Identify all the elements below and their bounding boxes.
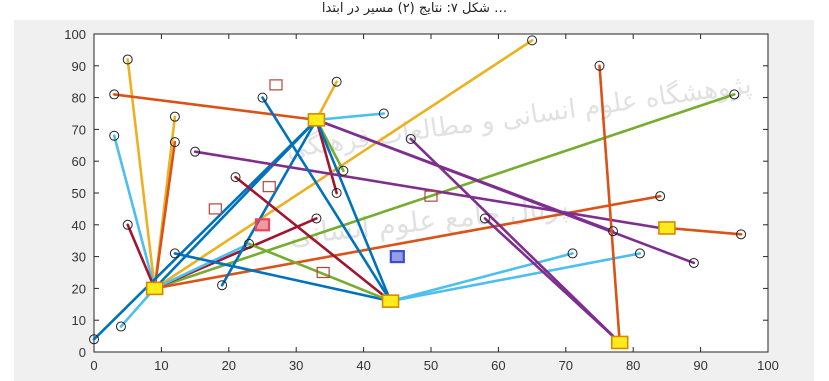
customer-point-10 <box>190 146 201 157</box>
customer-point-4 <box>109 89 120 100</box>
route-line-27 <box>389 252 574 303</box>
customer-point-6 <box>169 111 180 122</box>
y-tick-label-9: 80 <box>72 91 86 106</box>
route-line-5 <box>126 223 156 290</box>
y-tick-label-1: 0 <box>79 345 86 360</box>
route-line-2 <box>112 134 156 290</box>
customer-point-24 <box>594 60 605 71</box>
selected-site-1 <box>254 218 271 232</box>
x-tick-label-3: 20 <box>222 358 236 373</box>
x-tick-label-2: 10 <box>154 358 168 373</box>
customer-point-19 <box>378 108 389 119</box>
route-line-11 <box>153 242 251 290</box>
route-line-13 <box>112 93 318 122</box>
candidate-site-2 <box>208 203 222 215</box>
x-tick-label-11: 100 <box>757 358 779 373</box>
route-line-7 <box>153 39 534 290</box>
customer-point-2 <box>115 321 126 332</box>
route-line-9 <box>153 194 662 290</box>
y-tick-label-7: 60 <box>72 154 86 169</box>
candidate-site-4 <box>316 266 330 279</box>
route-line-31 <box>598 64 622 344</box>
route-line-16 <box>315 118 338 195</box>
y-tick-label-8: 70 <box>72 122 86 137</box>
customer-point-16 <box>331 76 342 87</box>
x-tick-label-7: 60 <box>491 358 505 373</box>
hub-4 <box>610 335 629 350</box>
customer-point-25 <box>607 226 618 237</box>
customer-point-11 <box>217 280 228 291</box>
route-line-26 <box>247 242 392 303</box>
figure-caption: … شکل ۷: نتایج (۲) مسیر در ابتدا <box>321 1 508 16</box>
hub-markers <box>145 113 676 350</box>
y-tick-label-11: 100 <box>64 27 86 42</box>
route-line-24 <box>234 175 392 303</box>
customer-point-1 <box>89 334 99 345</box>
x-axis: 0 10 20 30 40 50 60 70 80 90 100 <box>90 34 779 373</box>
hub-1 <box>145 281 164 296</box>
customer-point-27 <box>655 191 666 202</box>
customer-point-13 <box>244 238 255 249</box>
hub-2 <box>307 113 326 127</box>
customer-point-22 <box>527 35 538 46</box>
y-axis: 0 10 20 30 40 50 60 70 80 90 100 <box>64 27 768 360</box>
route-line-25 <box>173 252 392 303</box>
route-line-28 <box>389 252 642 303</box>
selected-markers <box>254 218 405 264</box>
route-line-22 <box>193 150 662 230</box>
route-line-4 <box>153 140 177 290</box>
hub-5 <box>658 221 676 235</box>
x-tick-label-5: 40 <box>356 358 370 373</box>
route-line-23 <box>261 96 392 303</box>
customer-point-21 <box>479 213 490 224</box>
y-tick-label-4: 30 <box>72 250 86 265</box>
customer-point-15 <box>311 213 322 224</box>
candidate-site-3 <box>262 181 276 193</box>
route-line-17 <box>315 112 386 122</box>
x-tick-label-6: 50 <box>424 358 438 373</box>
customer-point-28 <box>688 257 699 268</box>
route-line-29 <box>409 137 622 344</box>
customer-markers <box>89 35 747 345</box>
candidate-site-5 <box>424 190 438 202</box>
x-tick-label-1: 0 <box>90 358 97 373</box>
customer-point-26 <box>634 248 645 259</box>
customer-point-5 <box>109 130 120 141</box>
route-line-18 <box>315 118 392 303</box>
route-lines <box>92 39 743 344</box>
customer-point-14 <box>257 92 268 103</box>
candidate-site-1 <box>269 79 283 91</box>
customer-point-23 <box>567 248 578 259</box>
y-tick-label-5: 40 <box>72 218 86 233</box>
x-tick-label-4: 30 <box>289 358 303 373</box>
customer-point-17 <box>338 165 349 176</box>
customer-point-9 <box>169 248 180 259</box>
y-tick-label-3: 20 <box>72 281 86 296</box>
customer-point-12 <box>230 172 241 183</box>
customer-point-7 <box>169 137 180 148</box>
x-tick-label-8: 70 <box>559 358 573 373</box>
route-line-12 <box>92 118 318 341</box>
customer-point-18 <box>331 188 342 198</box>
hub-3 <box>381 294 400 308</box>
customer-point-8 <box>122 219 133 230</box>
y-tick-label-10: 90 <box>72 59 86 74</box>
x-tick-label-9: 80 <box>626 358 640 373</box>
selected-site-2 <box>389 250 405 264</box>
candidate-markers <box>208 79 438 279</box>
customer-point-29 <box>729 89 740 100</box>
y-tick-label-6: 50 <box>72 186 86 201</box>
route-line-30 <box>483 217 622 344</box>
y-tick-label-2: 10 <box>72 313 86 328</box>
customer-point-20 <box>405 133 416 144</box>
route-line-32 <box>665 226 743 236</box>
x-tick-label-10: 90 <box>693 358 707 373</box>
customer-point-30 <box>736 229 747 240</box>
customer-point-3 <box>122 54 133 65</box>
